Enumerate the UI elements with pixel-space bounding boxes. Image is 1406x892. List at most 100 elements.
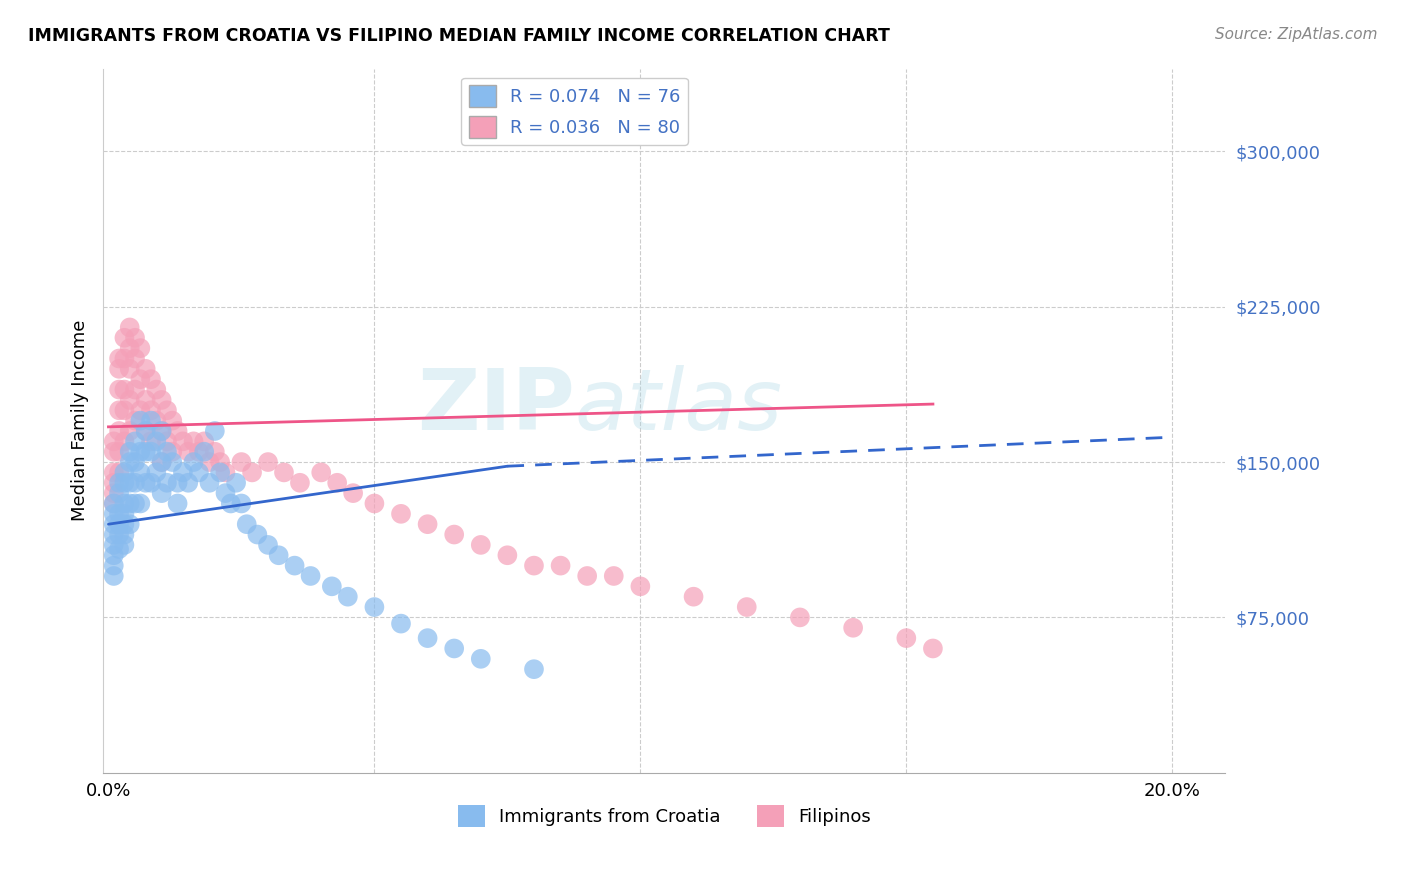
Point xyxy=(257,538,280,552)
Point xyxy=(118,444,141,458)
Point xyxy=(112,507,135,521)
Point xyxy=(145,466,167,480)
Point xyxy=(682,590,704,604)
Point xyxy=(124,383,146,397)
Point xyxy=(214,486,236,500)
Point xyxy=(103,466,125,480)
Point xyxy=(166,496,188,510)
Point xyxy=(443,527,465,541)
Point xyxy=(470,538,492,552)
Point xyxy=(118,362,141,376)
Point xyxy=(103,475,125,490)
Point xyxy=(112,527,135,541)
Text: atlas: atlas xyxy=(575,365,783,448)
Point xyxy=(922,641,945,656)
Point xyxy=(193,444,215,458)
Point xyxy=(496,548,519,562)
Point xyxy=(219,496,242,510)
Point xyxy=(187,444,209,458)
Point xyxy=(523,558,546,573)
Point xyxy=(103,496,125,510)
Point xyxy=(550,558,572,573)
Point xyxy=(150,392,173,407)
Point xyxy=(470,652,492,666)
Point xyxy=(842,621,865,635)
Point xyxy=(124,496,146,510)
Point xyxy=(235,517,257,532)
Point xyxy=(166,424,188,438)
Point xyxy=(139,414,162,428)
Point xyxy=(523,662,546,676)
Point xyxy=(209,455,232,469)
Point xyxy=(139,403,162,417)
Point xyxy=(735,600,758,615)
Point xyxy=(246,527,269,541)
Point xyxy=(108,486,131,500)
Point xyxy=(124,434,146,449)
Point xyxy=(118,517,141,532)
Point xyxy=(183,434,205,449)
Point xyxy=(204,424,226,438)
Point xyxy=(162,414,184,428)
Point xyxy=(118,341,141,355)
Point xyxy=(103,507,125,521)
Point xyxy=(135,392,157,407)
Point xyxy=(139,475,162,490)
Point xyxy=(112,475,135,490)
Point xyxy=(193,434,215,449)
Point xyxy=(108,383,131,397)
Point xyxy=(124,351,146,366)
Point xyxy=(103,548,125,562)
Point xyxy=(389,616,412,631)
Legend: Immigrants from Croatia, Filipinos: Immigrants from Croatia, Filipinos xyxy=(450,797,879,834)
Point xyxy=(129,403,152,417)
Point xyxy=(108,403,131,417)
Point xyxy=(172,434,194,449)
Point xyxy=(103,527,125,541)
Point xyxy=(150,486,173,500)
Point xyxy=(103,444,125,458)
Point xyxy=(118,496,141,510)
Point xyxy=(108,507,131,521)
Point xyxy=(896,631,918,645)
Point xyxy=(299,569,322,583)
Point xyxy=(112,466,135,480)
Point xyxy=(129,466,152,480)
Point xyxy=(162,444,184,458)
Point xyxy=(576,569,599,583)
Point xyxy=(112,496,135,510)
Point xyxy=(108,424,131,438)
Point xyxy=(309,466,332,480)
Point xyxy=(198,455,221,469)
Point xyxy=(112,331,135,345)
Point xyxy=(112,434,135,449)
Point xyxy=(108,466,131,480)
Point xyxy=(363,600,385,615)
Point xyxy=(225,475,247,490)
Point xyxy=(150,455,173,469)
Point xyxy=(124,414,146,428)
Point xyxy=(267,548,290,562)
Point xyxy=(139,434,162,449)
Point xyxy=(156,475,179,490)
Point xyxy=(198,475,221,490)
Point xyxy=(416,631,439,645)
Point xyxy=(118,455,141,469)
Text: ZIP: ZIP xyxy=(416,365,575,448)
Point xyxy=(177,444,200,458)
Point xyxy=(112,538,135,552)
Point xyxy=(135,444,157,458)
Point xyxy=(156,444,179,458)
Point xyxy=(135,424,157,438)
Point xyxy=(326,475,349,490)
Point xyxy=(135,362,157,376)
Point xyxy=(172,466,194,480)
Point xyxy=(135,424,157,438)
Point xyxy=(156,403,179,417)
Point xyxy=(108,444,131,458)
Point xyxy=(118,424,141,438)
Point xyxy=(150,455,173,469)
Point xyxy=(443,641,465,656)
Point xyxy=(118,392,141,407)
Point xyxy=(103,538,125,552)
